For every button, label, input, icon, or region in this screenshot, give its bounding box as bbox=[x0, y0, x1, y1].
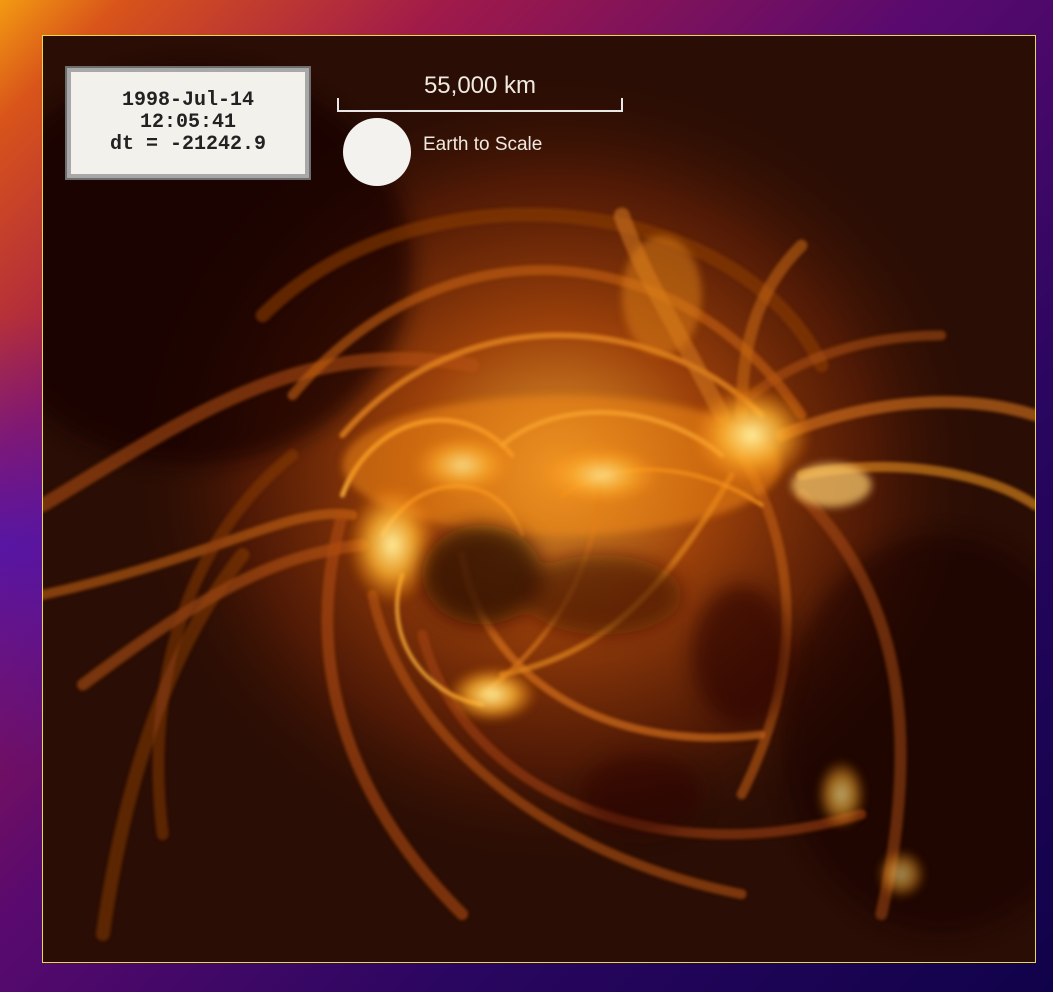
timestamp-time: 12:05:41 bbox=[139, 111, 236, 134]
timestamp-date: 1998-Jul-14 bbox=[121, 89, 255, 112]
timestamp-box: 1998-Jul-14 12:05:41 dt = -21242.9 bbox=[65, 66, 311, 180]
timestamp-dt: dt = -21242.9 bbox=[109, 133, 267, 156]
scale-bar bbox=[337, 98, 623, 112]
earth-to-scale-icon bbox=[343, 118, 411, 186]
scale-bar-label: 55,000 km bbox=[423, 72, 537, 99]
solar-image-frame: 1998-Jul-14 12:05:41 dt = -21242.9 55,00… bbox=[42, 35, 1036, 963]
earth-to-scale-label: Earth to Scale bbox=[423, 134, 543, 155]
coronal-loops-image bbox=[43, 36, 1035, 962]
